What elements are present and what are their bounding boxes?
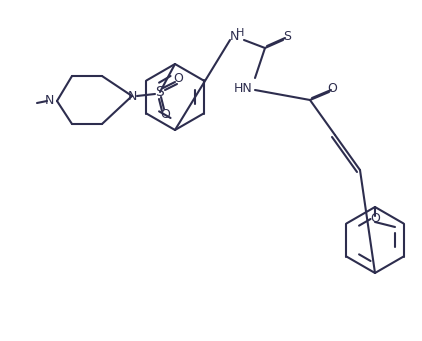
Text: N: N — [229, 30, 239, 44]
Text: O: O — [173, 72, 183, 85]
Text: N: N — [44, 94, 54, 107]
Text: O: O — [370, 212, 380, 225]
Text: S: S — [156, 85, 165, 99]
Text: HN: HN — [234, 81, 252, 94]
Text: O: O — [327, 81, 337, 94]
Text: H: H — [236, 28, 244, 38]
Text: N: N — [127, 89, 137, 103]
Text: O: O — [160, 107, 170, 120]
Text: S: S — [283, 30, 291, 43]
